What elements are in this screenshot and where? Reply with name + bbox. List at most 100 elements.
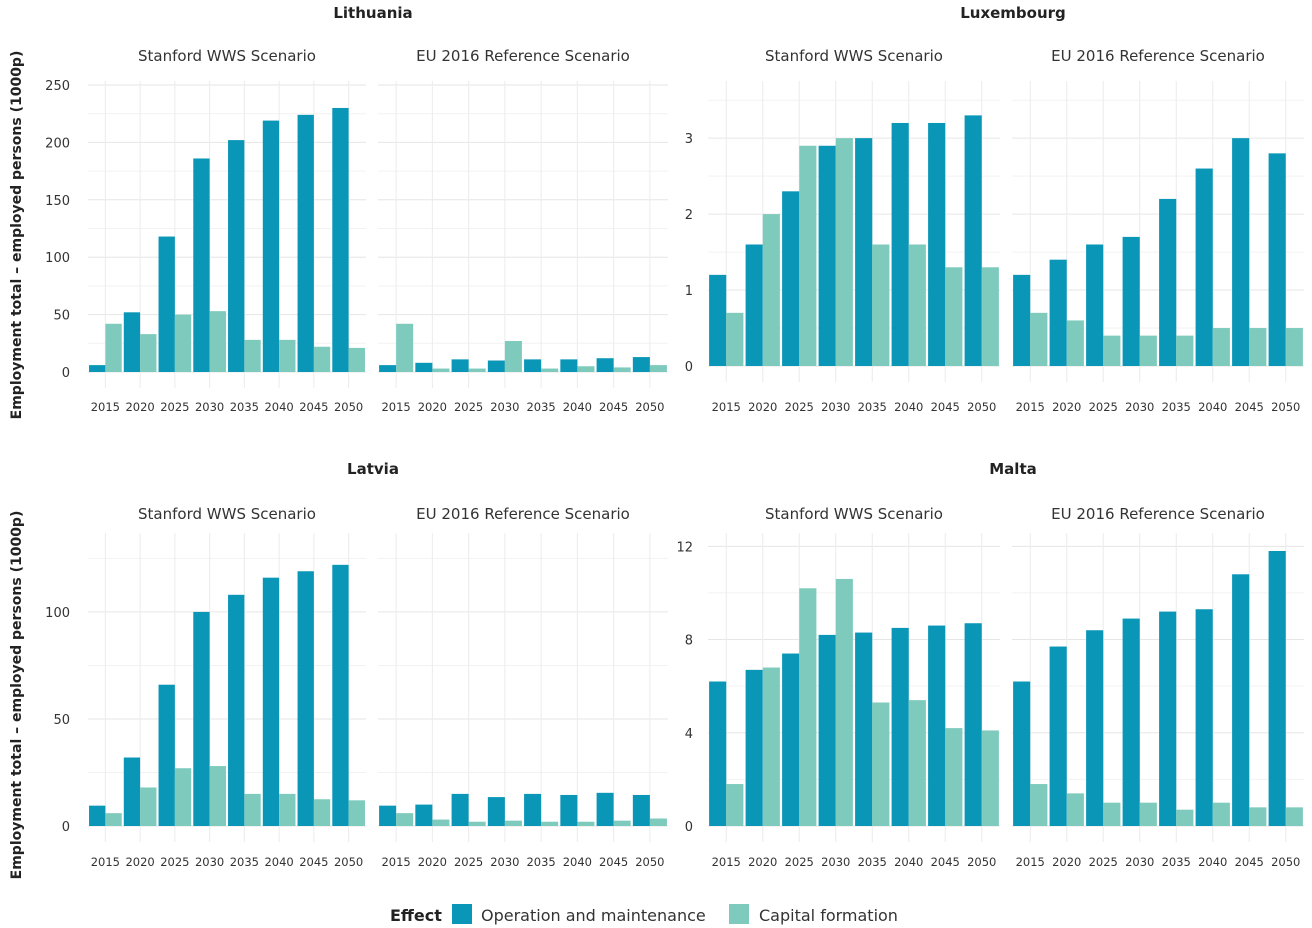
- x-tick-label: 2030: [821, 400, 850, 414]
- x-tick-label: 2030: [490, 855, 519, 869]
- bar-operation-maintenance-2050: [332, 107, 349, 373]
- bar-operation-maintenance-2035: [1159, 611, 1177, 826]
- bar-operation-maintenance-2025: [158, 236, 175, 372]
- panel-title: Luxembourg: [960, 4, 1066, 22]
- bar-operation-maintenance-2015: [379, 805, 397, 826]
- bar-operation-maintenance-2015: [709, 681, 727, 826]
- y-axis-label: Employment total – employed persons (100…: [9, 51, 25, 420]
- bar-capital-formation-2030: [835, 138, 853, 366]
- x-tick-label: 2050: [334, 400, 363, 414]
- bar-capital-formation-2030: [1139, 335, 1157, 366]
- bar-operation-maintenance-2020: [123, 312, 141, 372]
- x-tick-label: 2035: [858, 855, 887, 869]
- bar-capital-formation-2020: [432, 819, 450, 826]
- panel-malta: Malta 0 4 8 12 Stanford WWS Scenario 2015 2020 2…: [676, 460, 1304, 869]
- bar-operation-maintenance-2035: [1159, 198, 1177, 366]
- x-tick-label: 2025: [785, 855, 814, 869]
- bar-capital-formation-2040: [279, 339, 296, 372]
- bar-operation-maintenance-2020: [415, 362, 433, 372]
- bar-operation-maintenance-2040: [891, 122, 909, 366]
- facet-title: EU 2016 Reference Scenario: [416, 505, 630, 523]
- x-tick-label: 2050: [967, 855, 996, 869]
- legend: Effect Operation and maintenance Capital f…: [390, 904, 898, 925]
- facet-title: EU 2016 Reference Scenario: [1051, 47, 1265, 65]
- y-tick-label: 50: [53, 309, 70, 324]
- x-tick-label: 2025: [785, 400, 814, 414]
- bar-operation-maintenance-2020: [1049, 646, 1067, 826]
- bar-capital-formation-2015: [1030, 312, 1048, 366]
- bar-capital-formation-2050: [1285, 328, 1303, 366]
- x-tick-label: 2045: [1235, 400, 1264, 414]
- bar-operation-maintenance-2035: [228, 140, 245, 372]
- bar-operation-maintenance-2045: [1232, 138, 1250, 366]
- y-tick-label: 2: [685, 208, 693, 223]
- bar-operation-maintenance-2030: [193, 611, 210, 826]
- x-tick-label: 2020: [1052, 400, 1081, 414]
- bar-operation-maintenance-2030: [487, 360, 505, 372]
- x-tick-label: 2015: [1016, 855, 1045, 869]
- bar-operation-maintenance-2045: [297, 571, 314, 826]
- x-tick-label: 2020: [748, 400, 777, 414]
- facet-stanford-wws: Stanford WWS Scenario 2015 2020 2025 2030 203…: [708, 505, 1000, 869]
- legend-swatch-capital-formation: [729, 904, 749, 924]
- bar-capital-formation-2040: [908, 244, 926, 366]
- bar-capital-formation-2035: [1176, 335, 1194, 366]
- facet-title: Stanford WWS Scenario: [765, 47, 943, 65]
- panel-title: Lithuania: [333, 4, 412, 22]
- x-tick-label: 2025: [160, 400, 189, 414]
- facet-stanford-wws: Stanford WWS Scenario 2015 2020 2025 2030 203…: [88, 47, 366, 414]
- facet-title: Stanford WWS Scenario: [138, 505, 316, 523]
- legend-title: Effect: [390, 906, 442, 925]
- bar-capital-formation-2035: [541, 821, 559, 826]
- bar-capital-formation-2045: [613, 367, 631, 372]
- facet-stanford-wws: Stanford WWS Scenario 2015 2020 2025 2030 203…: [708, 47, 1000, 414]
- x-tick-label: 2050: [967, 400, 996, 414]
- facet-title: Stanford WWS Scenario: [765, 505, 943, 523]
- bar-capital-formation-2035: [872, 244, 890, 366]
- bar-operation-maintenance-2050: [964, 115, 982, 366]
- x-tick-label: 2030: [195, 855, 224, 869]
- bar-operation-maintenance-2015: [379, 365, 397, 372]
- facet-title: EU 2016 Reference Scenario: [416, 47, 630, 65]
- bar-operation-maintenance-2040: [560, 359, 578, 372]
- panel-luxembourg: Luxembourg 0 1 2 3 Stanford WWS Scenario 2015 2…: [685, 4, 1304, 414]
- facet-eu-2016-reference: EU 2016 Reference Scenario 2015 2020 2025 20…: [1012, 47, 1304, 414]
- bar-capital-formation-2015: [726, 312, 744, 366]
- bar-operation-maintenance-2015: [89, 365, 106, 372]
- x-tick-label: 2045: [1235, 855, 1264, 869]
- x-tick-label: 2015: [712, 400, 741, 414]
- x-tick-label: 2015: [91, 855, 120, 869]
- panel-title: Latvia: [347, 460, 399, 478]
- bar-operation-maintenance-2030: [1122, 236, 1140, 366]
- x-tick-label: 2045: [299, 855, 328, 869]
- x-tick-label: 2040: [894, 855, 923, 869]
- bar-capital-formation-2025: [468, 821, 486, 826]
- bar-operation-maintenance-2020: [745, 669, 763, 826]
- x-tick-label: 2025: [1089, 400, 1118, 414]
- bar-capital-formation-2020: [1066, 793, 1084, 826]
- facet-stanford-wws: Stanford WWS Scenario 2015 2020 2025 2030 203…: [88, 505, 366, 869]
- panel-lithuania: Lithuania 0 50 100 150 200 250 Stanford WWS Sce…: [45, 4, 668, 414]
- bar-operation-maintenance-2045: [297, 114, 314, 372]
- x-tick-label: 2045: [599, 855, 628, 869]
- bar-operation-maintenance-2030: [818, 634, 836, 826]
- x-tick-label: 2035: [526, 400, 555, 414]
- bar-capital-formation-2025: [1103, 802, 1121, 826]
- bar-operation-maintenance-2050: [1268, 153, 1286, 366]
- bar-capital-formation-2040: [1212, 328, 1230, 366]
- bar-capital-formation-2040: [1212, 802, 1230, 826]
- bar-operation-maintenance-2030: [1122, 618, 1140, 826]
- bar-operation-maintenance-2050: [632, 794, 650, 826]
- bar-capital-formation-2045: [313, 799, 331, 826]
- bar-operation-maintenance-2035: [855, 138, 873, 366]
- x-tick-label: 2020: [418, 855, 447, 869]
- x-tick-label: 2035: [526, 855, 555, 869]
- bar-operation-maintenance-2015: [709, 274, 727, 366]
- x-tick-label: 2050: [334, 855, 363, 869]
- bar-capital-formation-2015: [105, 813, 122, 826]
- x-tick-label: 2035: [858, 400, 887, 414]
- bar-capital-formation-2035: [244, 339, 261, 372]
- x-tick-label: 2035: [1162, 400, 1191, 414]
- bar-capital-formation-2050: [1285, 807, 1303, 826]
